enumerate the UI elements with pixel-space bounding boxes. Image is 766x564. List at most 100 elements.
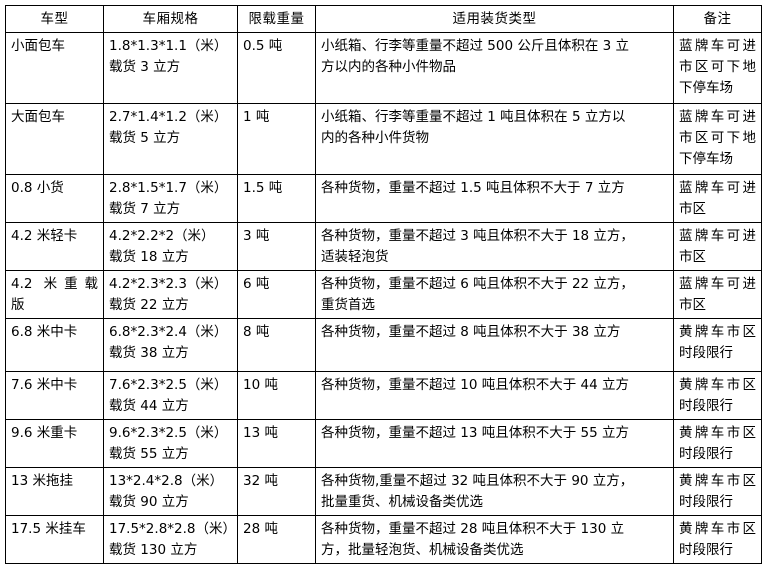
table-row: 7.6 米中卡 7.6*2.3*2.5（米） 载货 44 立方 10 吨各种货物，重量… — [5, 371, 762, 420]
cell-load-weight: 32 吨 — [237, 467, 316, 516]
cell-vehicle-model: 0.8 小货 — [5, 174, 104, 223]
cell-vehicle-model: 4.2 米轻卡 — [5, 222, 104, 271]
spec-volume: 载货 3 立方 — [109, 59, 181, 75]
spec-dimension: 2.7*1.4*1.2（米） — [109, 109, 228, 125]
spec-dimension: 13*2.4*2.8（米） — [109, 473, 224, 489]
table-row: 大面包车 2.7*1.4*1.2（米） 载货 5 立方 1 吨小纸箱、行李等重量不超过… — [5, 103, 762, 175]
cell-vehicle-model: 17.5 米挂车 — [5, 515, 104, 564]
cargo-line: 内的各种小件货物 — [321, 130, 429, 146]
model-line: 13 米拖挂 — [11, 473, 73, 489]
column-header-weight: 限载重量 — [237, 5, 316, 33]
cell-vehicle-model: 4.2 米重载版 — [5, 270, 104, 319]
header-row: 车型 车厢规格 限载重量 适用装货类型 备注 — [5, 5, 762, 33]
cargo-line: 批量重货、机械设备类优选 — [321, 494, 483, 510]
cell-cargo-type: 各种货物，重量不超过 28 吨且体积不大于 130 立方，批量轻泡货、机械设备类… — [315, 515, 674, 564]
spec-volume: 载货 22 立方 — [109, 297, 189, 313]
spec-dimension: 6.8*2.3*2.4（米） — [109, 324, 228, 340]
cell-compartment-spec: 9.6*2.3*2.5（米） 载货 55 立方 — [103, 419, 238, 468]
cell-compartment-spec: 17.5*2.8*2.8（米） 载货 130 立方 — [103, 515, 238, 564]
column-header-spec: 车厢规格 — [103, 5, 238, 33]
cargo-line: 各种货物，重量不超过 28 吨且体积不大于 130 立 — [321, 521, 625, 537]
cell-compartment-spec: 6.8*2.3*2.4（米） 载货 38 立方 — [103, 318, 238, 372]
remark-line: 蓝牌车可进 — [679, 228, 756, 244]
remark-line: 下停车场 — [679, 151, 733, 167]
model-line: 4.2 米轻卡 — [11, 228, 78, 244]
cell-compartment-spec: 2.7*1.4*1.2（米） 载货 5 立方 — [103, 103, 238, 175]
spec-volume: 载货 18 立方 — [109, 249, 189, 265]
cell-cargo-type: 各种货物，重量不超过 10 吨且体积不大于 44 立方 — [315, 371, 674, 420]
table-row: 17.5 米挂车 17.5*2.8*2.8（米） 载货 130 立方 28 吨各种货物… — [5, 515, 762, 564]
remark-line: 下停车场 — [679, 80, 733, 96]
cargo-line: 适装轻泡货 — [321, 249, 389, 265]
spec-dimension: 17.5*2.8*2.8（米） — [109, 521, 236, 537]
model-line: 0.8 小货 — [11, 180, 64, 196]
cargo-line: 方以内的各种小件物品 — [321, 59, 456, 75]
spec-dimension: 4.2*2.3*2.3（米） — [109, 276, 228, 292]
cell-remark: 黄牌车市区 时段限行 — [673, 371, 762, 420]
spec-volume: 载货 5 立方 — [109, 130, 181, 146]
cell-load-weight: 28 吨 — [237, 515, 316, 564]
cell-cargo-type: 各种货物，重量不超过 8 吨且体积不大于 38 立方 — [315, 318, 674, 372]
spec-dimension: 9.6*2.3*2.5（米） — [109, 425, 228, 441]
table-row: 4.2 米轻卡 4.2*2.2*2（米） 载货 18 立方 3 吨各种货物，重量不超过… — [5, 222, 762, 271]
cell-vehicle-model: 13 米拖挂 — [5, 467, 104, 516]
table-row: 0.8 小货 2.8*1.5*1.7（米） 载货 7 立方 1.5 吨各种货物，重量不… — [5, 174, 762, 223]
cell-remark: 蓝牌车可进 市区可下地 下停车场 — [673, 32, 762, 104]
remark-line: 时段限行 — [679, 494, 733, 510]
cell-vehicle-model: 小面包车 — [5, 32, 104, 104]
cell-cargo-type: 各种货物，重量不超过 1.5 吨且体积不大于 7 立方 — [315, 174, 674, 223]
cargo-line: 小纸箱、行李等重量不超过 500 公斤且体积在 3 立 — [321, 38, 630, 54]
table-row: 6.8 米中卡 6.8*2.3*2.4（米） 载货 38 立方 8 吨各种货物，重量不… — [5, 318, 762, 372]
cell-compartment-spec: 4.2*2.2*2（米） 载货 18 立方 — [103, 222, 238, 271]
table-row: 9.6 米重卡 9.6*2.3*2.5（米） 载货 55 立方 13 吨各种货物，重量… — [5, 419, 762, 468]
cell-compartment-spec: 2.8*1.5*1.7（米） 载货 7 立方 — [103, 174, 238, 223]
spec-dimension: 1.8*1.3*1.1（米） — [109, 38, 228, 54]
remark-line: 市区 — [679, 249, 706, 265]
cell-vehicle-model: 大面包车 — [5, 103, 104, 175]
cell-remark: 蓝牌车可进 市区 — [673, 222, 762, 271]
table-row: 4.2 米重载版 4.2*2.3*2.3（米） 载货 22 立方 6 吨各种货物，重量… — [5, 270, 762, 319]
vehicle-spec-sheet: 车型 车厢规格 限载重量 适用装货类型 备注 小面包车 1.8*1.3*1.1（米… — [0, 5, 766, 564]
cell-compartment-spec: 1.8*1.3*1.1（米） 载货 3 立方 — [103, 32, 238, 104]
cell-load-weight: 10 吨 — [237, 371, 316, 420]
remark-line: 时段限行 — [679, 398, 733, 414]
cell-vehicle-model: 9.6 米重卡 — [5, 419, 104, 468]
column-header-cargo: 适用装货类型 — [315, 5, 674, 33]
cell-remark: 蓝牌车可进 市区 — [673, 174, 762, 223]
cell-compartment-spec: 7.6*2.3*2.5（米） 载货 44 立方 — [103, 371, 238, 420]
cargo-line: 各种货物，重量不超过 6 吨且体积不大于 22 立方， — [321, 276, 634, 292]
model-line: 17.5 米挂车 — [11, 521, 86, 537]
cargo-line: 重货首选 — [321, 297, 375, 313]
remark-line: 黄牌车市区 — [679, 473, 756, 489]
spec-volume: 载货 7 立方 — [109, 201, 181, 217]
remark-line: 黄牌车市区 — [679, 521, 756, 537]
cargo-line: 小纸箱、行李等重量不超过 1 吨且体积在 5 立方以 — [321, 109, 626, 125]
remark-line: 蓝牌车可进 — [679, 38, 756, 54]
cell-remark: 蓝牌车可进 市区可下地 下停车场 — [673, 103, 762, 175]
model-line: 小面包车 — [11, 38, 65, 54]
remark-line: 市区 — [679, 297, 706, 313]
remark-line: 市区 — [679, 201, 706, 217]
cell-remark: 黄牌车市区 时段限行 — [673, 515, 762, 564]
remark-line: 蓝牌车可进 — [679, 180, 756, 196]
table-row: 小面包车 1.8*1.3*1.1（米） 载货 3 立方 0.5 吨小纸箱、行李等重量不… — [5, 32, 762, 104]
spec-dimension: 4.2*2.2*2（米） — [109, 228, 215, 244]
cell-load-weight: 1 吨 — [237, 103, 316, 175]
model-line: 版 — [11, 297, 25, 313]
cargo-line: 各种货物，重量不超过 10 吨且体积不大于 44 立方 — [321, 377, 630, 393]
cargo-line: 各种货物,重量不超过 32 吨且体积不大于 90 立方， — [321, 473, 634, 489]
cargo-line: 各种货物，重量不超过 3 吨且体积不大于 18 立方， — [321, 228, 634, 244]
table-row: 13 米拖挂 13*2.4*2.8（米） 载货 90 立方 32 吨各种货物,重量不超… — [5, 467, 762, 516]
remark-line: 黄牌车市区 — [679, 324, 756, 340]
remark-line: 市区可下地 — [679, 130, 756, 146]
spec-volume: 载货 38 立方 — [109, 345, 189, 361]
column-header-remark: 备注 — [673, 5, 762, 33]
table-body: 小面包车 1.8*1.3*1.1（米） 载货 3 立方 0.5 吨小纸箱、行李等重量不… — [5, 32, 762, 564]
column-header-model: 车型 — [5, 5, 104, 33]
cell-cargo-type: 各种货物,重量不超过 32 吨且体积不大于 90 立方， 批量重货、机械设备类优选 — [315, 467, 674, 516]
spec-dimension: 2.8*1.5*1.7（米） — [109, 180, 228, 196]
cell-load-weight: 0.5 吨 — [237, 32, 316, 104]
model-line: 7.6 米中卡 — [11, 377, 78, 393]
remark-line: 黄牌车市区 — [679, 425, 756, 441]
cell-compartment-spec: 13*2.4*2.8（米） 载货 90 立方 — [103, 467, 238, 516]
